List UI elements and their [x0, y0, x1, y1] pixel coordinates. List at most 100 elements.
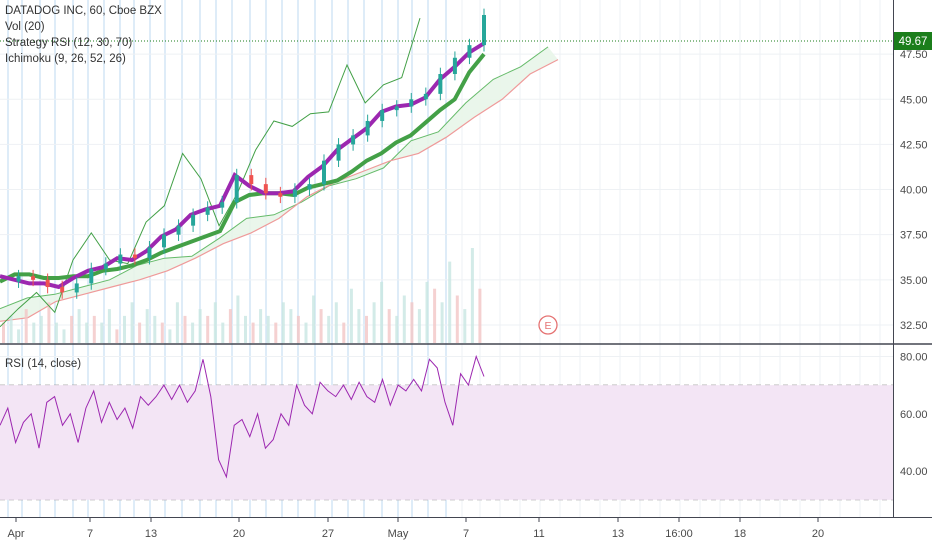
last-price-label: 49.67 — [899, 36, 928, 48]
candle-body — [438, 74, 443, 94]
volume-bar — [304, 322, 308, 343]
time-tick: 16:00 — [665, 528, 693, 540]
candle-body — [336, 144, 341, 161]
volume-bar — [440, 302, 444, 343]
volume-bar — [168, 329, 172, 343]
candle-body — [162, 234, 166, 248]
volume-bar — [160, 322, 164, 343]
volume-bar — [221, 322, 225, 343]
rsi-tick: 80.00 — [900, 351, 928, 363]
rsi-axis[interactable]: 80.00 60.00 40.00 — [900, 351, 928, 478]
price-tick: 37.50 — [900, 230, 928, 242]
candle-body — [205, 207, 210, 215]
price-axis[interactable]: 47.50 45.00 42.50 40.00 37.50 35.00 32.50 — [900, 49, 928, 332]
volume-bar — [236, 295, 240, 343]
volume-bar — [478, 288, 482, 343]
volume-bar — [274, 322, 278, 343]
volume-bar — [47, 302, 51, 343]
legend-strategy-rsi[interactable]: Strategy RSI (12, 30, 70) — [5, 37, 133, 49]
candle-body — [176, 225, 181, 235]
rsi-legend: RSI (14, close) — [5, 356, 81, 372]
candle-body — [16, 276, 21, 282]
time-tick: 18 — [734, 528, 746, 540]
volume-bar — [17, 329, 21, 343]
volume-bar — [130, 302, 134, 343]
earnings-icon[interactable] — [538, 315, 558, 335]
volume-bar — [372, 302, 376, 343]
lagging-span-line — [0, 17, 421, 328]
price-tick: 40.00 — [900, 185, 928, 197]
candle-body — [263, 184, 268, 194]
rsi-band-fill — [0, 385, 893, 500]
candle-body — [394, 106, 399, 111]
candle-body — [452, 57, 457, 75]
volume-bar — [349, 288, 353, 343]
time-axis[interactable]: Apr 7 13 20 27 May 7 11 13 16:00 18 20 — [7, 517, 824, 540]
volume-bar — [463, 309, 467, 343]
time-tick: 20 — [233, 528, 245, 540]
legend-ichimoku[interactable]: Ichimoku (9, 26, 52, 26) — [5, 53, 126, 65]
candle-body — [351, 135, 356, 145]
volume-bar — [39, 315, 43, 343]
candle-body — [74, 283, 79, 293]
candle-body — [118, 254, 123, 264]
time-tick: 7 — [87, 528, 93, 540]
volume-bar — [92, 315, 96, 343]
volume-bar — [191, 322, 195, 343]
volume-bar — [2, 322, 5, 343]
volume-bar — [402, 295, 406, 343]
volume-bar — [85, 322, 89, 343]
volume-bar — [289, 309, 293, 343]
volume-bar — [213, 302, 217, 343]
candle-body — [322, 160, 326, 185]
volume-bars — [2, 248, 482, 343]
candle-body — [220, 202, 225, 208]
rsi-tick: 40.00 — [900, 466, 928, 478]
candle-body — [278, 193, 283, 197]
volume-bar — [417, 309, 421, 343]
rsi-line — [0, 354, 485, 479]
rsi-tick: 60.00 — [900, 409, 928, 421]
price-tick: 35.00 — [900, 275, 928, 287]
legend-rsi[interactable]: RSI (14, close) — [5, 358, 82, 370]
volume-bar — [380, 281, 384, 343]
candle-body — [467, 45, 472, 58]
volume-bar — [206, 315, 210, 343]
volume-bar — [138, 322, 142, 343]
volume-bar — [198, 309, 202, 343]
last-price-badge — [894, 32, 932, 50]
volume-bar — [228, 309, 232, 343]
candle-body — [147, 247, 152, 259]
candle-body — [31, 276, 36, 280]
volume-bar — [266, 315, 270, 343]
volume-bar — [54, 322, 58, 343]
volume-bar — [100, 322, 104, 343]
time-tick: 13 — [145, 528, 157, 540]
volume-bar — [123, 315, 126, 343]
volume-bar — [24, 309, 28, 343]
volume-bar — [77, 309, 81, 343]
volume-bar — [259, 309, 263, 343]
volume-bar — [70, 315, 74, 343]
symbol-title[interactable]: DATADOG INC, 60, Cboe BZX — [5, 5, 162, 17]
candle-body — [423, 93, 428, 100]
candle-body — [292, 189, 297, 197]
volume-bar — [455, 295, 459, 343]
volume-bar — [365, 315, 368, 343]
price-tick: 45.00 — [900, 94, 928, 106]
volume-bar — [183, 315, 187, 343]
legend-volume[interactable]: Vol (20) — [5, 21, 45, 33]
time-tick: May — [388, 528, 409, 540]
candle-body — [365, 120, 370, 136]
earnings-label: E — [544, 320, 551, 332]
volume-bar — [327, 315, 331, 343]
volume-bar — [312, 295, 316, 343]
volume-bar — [9, 315, 13, 343]
candle-body — [191, 214, 196, 226]
candle-body — [249, 175, 254, 185]
volume-bar — [107, 309, 111, 343]
volume-bar — [470, 248, 474, 343]
volume-bar — [334, 302, 338, 343]
volume-bar — [244, 315, 247, 343]
